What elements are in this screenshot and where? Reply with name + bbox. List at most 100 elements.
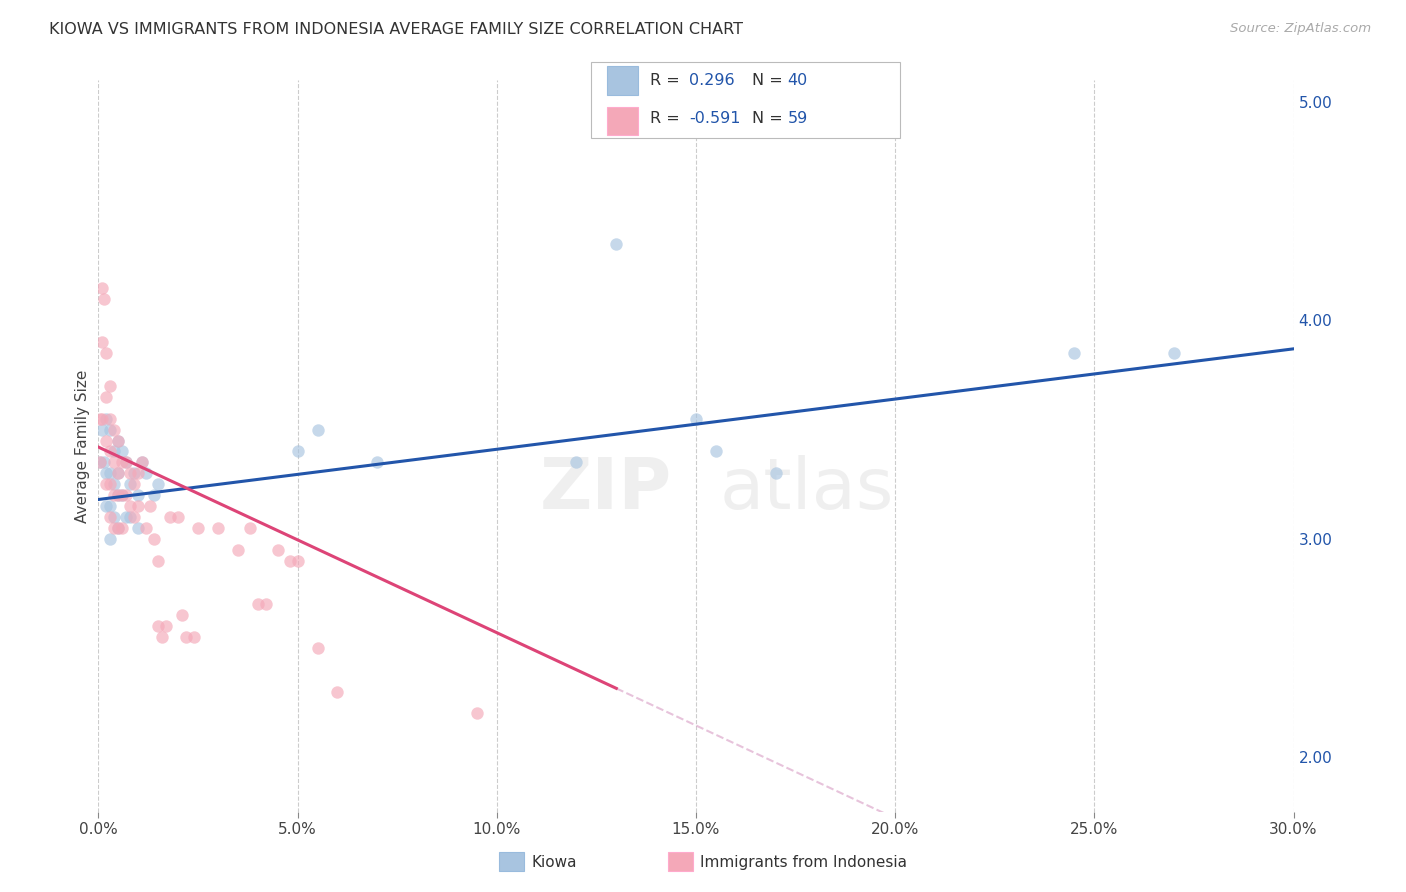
Point xyxy=(254,597,277,611)
Point xyxy=(111,444,134,458)
Point xyxy=(278,554,301,568)
Point xyxy=(135,521,157,535)
Point xyxy=(605,237,627,252)
Text: KIOWA VS IMMIGRANTS FROM INDONESIA AVERAGE FAMILY SIZE CORRELATION CHART: KIOWA VS IMMIGRANTS FROM INDONESIA AVERA… xyxy=(49,22,744,37)
Text: ZIP: ZIP xyxy=(540,456,672,524)
Text: 40: 40 xyxy=(787,73,807,88)
Point xyxy=(98,499,122,513)
Point xyxy=(96,346,118,360)
Point xyxy=(159,510,181,524)
Point xyxy=(131,455,153,469)
Text: 59: 59 xyxy=(787,111,807,126)
Text: R =: R = xyxy=(650,111,679,126)
Point xyxy=(183,630,205,644)
Point xyxy=(124,510,146,524)
Point xyxy=(148,619,170,633)
Point xyxy=(103,444,125,458)
Point xyxy=(120,467,142,481)
Point xyxy=(111,488,134,502)
Point xyxy=(107,467,129,481)
Point xyxy=(174,630,197,644)
Point xyxy=(103,521,125,535)
Point xyxy=(172,608,194,623)
Point xyxy=(1063,346,1085,360)
Point xyxy=(226,542,249,557)
Text: Source: ZipAtlas.com: Source: ZipAtlas.com xyxy=(1230,22,1371,36)
Point xyxy=(326,684,349,698)
Point xyxy=(96,499,118,513)
Point xyxy=(120,477,142,491)
Point xyxy=(103,455,125,469)
Point xyxy=(120,510,142,524)
Point xyxy=(103,488,125,502)
Point xyxy=(107,434,129,448)
Point xyxy=(96,411,118,425)
Point xyxy=(307,640,329,655)
Text: -0.591: -0.591 xyxy=(689,111,741,126)
Point xyxy=(167,510,190,524)
Point xyxy=(267,542,290,557)
Point xyxy=(91,281,114,295)
Point xyxy=(465,706,488,721)
Y-axis label: Average Family Size: Average Family Size xyxy=(75,369,90,523)
Point xyxy=(155,619,177,633)
Point xyxy=(98,423,122,437)
Point xyxy=(307,423,329,437)
Point xyxy=(89,455,111,469)
Point xyxy=(287,554,309,568)
Point xyxy=(107,488,129,502)
Point xyxy=(1163,346,1185,360)
Point xyxy=(89,455,111,469)
Point xyxy=(765,467,787,481)
Point xyxy=(98,444,122,458)
Point xyxy=(150,630,173,644)
Point xyxy=(91,423,114,437)
Point xyxy=(98,467,122,481)
Point xyxy=(103,510,125,524)
Point xyxy=(143,488,166,502)
Point xyxy=(366,455,388,469)
Point xyxy=(107,521,129,535)
Point xyxy=(103,423,125,437)
Point xyxy=(91,335,114,350)
Point xyxy=(131,455,153,469)
Point xyxy=(115,510,138,524)
Text: atlas: atlas xyxy=(720,456,894,524)
Point xyxy=(111,488,134,502)
Point xyxy=(115,488,138,502)
Point xyxy=(93,292,115,306)
Point xyxy=(107,488,129,502)
Text: Immigrants from Indonesia: Immigrants from Indonesia xyxy=(700,855,907,870)
Point xyxy=(107,521,129,535)
Text: 0.296: 0.296 xyxy=(689,73,734,88)
Text: R =: R = xyxy=(650,73,679,88)
Point xyxy=(103,477,125,491)
Point xyxy=(98,477,122,491)
Point xyxy=(124,467,146,481)
Point xyxy=(89,411,111,425)
Text: N =: N = xyxy=(752,73,783,88)
Point xyxy=(148,554,170,568)
Point xyxy=(111,455,134,469)
Point xyxy=(127,499,149,513)
Point xyxy=(120,499,142,513)
Point xyxy=(685,411,707,425)
Point xyxy=(98,411,122,425)
Point xyxy=(139,499,162,513)
Point xyxy=(187,521,209,535)
Point xyxy=(239,521,262,535)
Point xyxy=(246,597,269,611)
Point xyxy=(115,455,138,469)
Point xyxy=(135,467,157,481)
Point xyxy=(704,444,727,458)
Point xyxy=(107,467,129,481)
Point xyxy=(124,477,146,491)
Point xyxy=(96,390,118,404)
Point xyxy=(565,455,588,469)
Point xyxy=(96,434,118,448)
Point xyxy=(93,455,115,469)
Point xyxy=(96,467,118,481)
Point xyxy=(98,379,122,393)
Text: Kiowa: Kiowa xyxy=(531,855,576,870)
Text: N =: N = xyxy=(752,111,783,126)
